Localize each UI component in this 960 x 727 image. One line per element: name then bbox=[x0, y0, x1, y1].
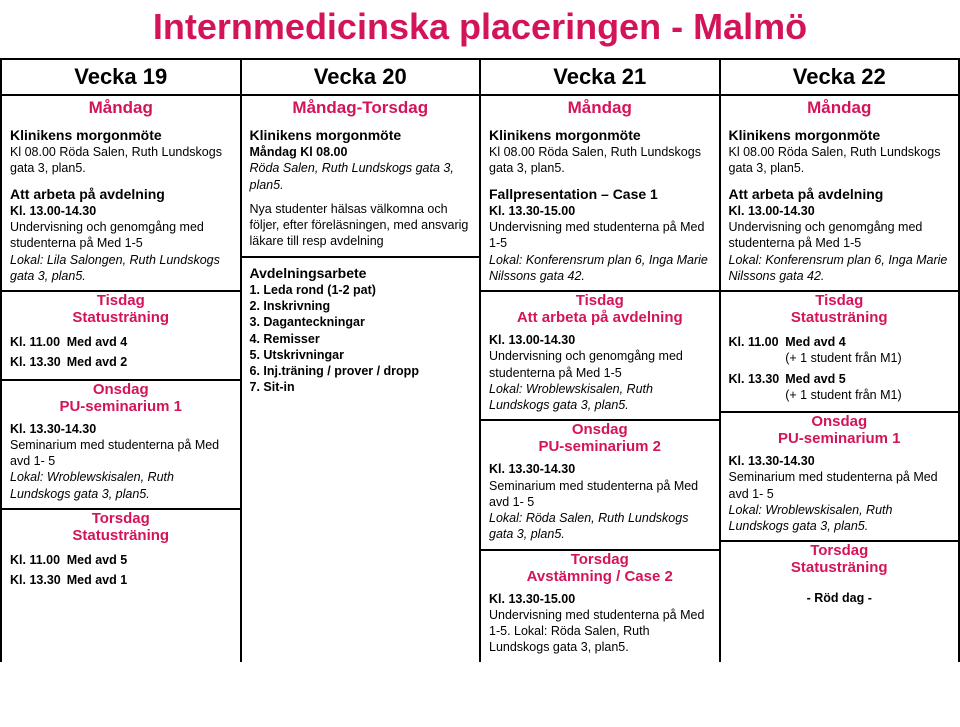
sem-text: Seminarium med studenterna på Med avd 1-… bbox=[489, 478, 711, 511]
sem-lokal: Lokal: Röda Salen, Ruth Lundskogs gata 3… bbox=[489, 510, 711, 543]
fall-text: Undervisning med studenterna på Med 1-5 bbox=[489, 219, 711, 252]
day-head: Måndag bbox=[481, 96, 719, 120]
day-head: Måndag bbox=[2, 96, 240, 120]
morgon-title: Klinikens morgonmöte bbox=[10, 126, 232, 144]
onsdag-sub: PU-seminarium 1 bbox=[721, 430, 959, 447]
morgon-title: Klinikens morgonmöte bbox=[729, 126, 951, 144]
week-head: Vecka 20 bbox=[242, 60, 480, 96]
onsdag-block: Kl. 13.30-14.30 Seminarium med studenter… bbox=[721, 447, 959, 540]
torsdag-head: Torsdag bbox=[2, 508, 240, 527]
onsdag-block: Kl. 13.30-14.30 Seminarium med studenter… bbox=[2, 415, 240, 508]
sem-lokal: Lokal: Wroblewskisalen, Ruth Lundskogs g… bbox=[10, 469, 232, 502]
und-text: Undervisning och genomgång med studenter… bbox=[489, 348, 711, 381]
torsdag-block: Kl. 11.00Med avd 5 Kl. 13.30Med avd 1 bbox=[2, 544, 240, 597]
morgon-text: Kl 08.00 Röda Salen, Ruth Lundskogs gata… bbox=[10, 144, 232, 177]
col-vecka-19: Vecka 19 Måndag Klinikens morgonmöte Kl … bbox=[2, 60, 242, 662]
tisdag-block: Kl. 11.00Med avd 4 Kl. 13.30Med avd 2 bbox=[2, 326, 240, 379]
nya-text: Nya studenter hälsas välkomna och följer… bbox=[250, 201, 472, 250]
red-day: - Röd dag - bbox=[721, 584, 959, 612]
onsdag-head: Onsdag bbox=[2, 379, 240, 398]
fall-title: Fallpresentation – Case 1 bbox=[489, 185, 711, 203]
day-head: Måndag bbox=[721, 96, 959, 120]
und-lokal: Lokal: Wroblewskisalen, Ruth Lundskogs g… bbox=[489, 381, 711, 414]
sem-time: Kl. 13.30-14.30 bbox=[489, 461, 711, 477]
tisdag-block: Kl. 11.00Med avd 4(+ 1 student från M1) … bbox=[721, 326, 959, 411]
torsdag-sub: Statusträning bbox=[721, 559, 959, 576]
week-head: Vecka 22 bbox=[721, 60, 959, 96]
torsdag-sub: Statusträning bbox=[2, 527, 240, 544]
col-vecka-22: Vecka 22 Måndag Klinikens morgonmöte Kl … bbox=[721, 60, 960, 662]
tisdag-sub: Att arbeta på avdelning bbox=[481, 309, 719, 326]
avdelning-block: Avdelningsarbete 1. Leda rond (1-2 pat) … bbox=[242, 256, 480, 402]
col-vecka-21: Vecka 21 Måndag Klinikens morgonmöte Kl … bbox=[481, 60, 721, 662]
morgon-title: Klinikens morgonmöte bbox=[489, 126, 711, 144]
monday-block: Klinikens morgonmöte Kl 08.00 Röda Salen… bbox=[481, 120, 719, 290]
onsdag-head: Onsdag bbox=[721, 411, 959, 430]
col-vecka-20: Vecka 20 Måndag-Torsdag Klinikens morgon… bbox=[242, 60, 482, 662]
week-head: Vecka 21 bbox=[481, 60, 719, 96]
tisdag-sub: Statusträning bbox=[721, 309, 959, 326]
sem-lokal: Lokal: Wroblewskisalen, Ruth Lundskogs g… bbox=[729, 502, 951, 535]
morgon-text: Kl 08.00 Röda Salen, Ruth Lundskogs gata… bbox=[489, 144, 711, 177]
morgon-title: Klinikens morgonmöte bbox=[250, 126, 472, 144]
tor-text: Undervisning med studenterna på Med 1-5.… bbox=[489, 607, 711, 656]
onsdag-sub: PU-seminarium 1 bbox=[2, 398, 240, 415]
monday-block: Klinikens morgonmöte Kl 08.00 Röda Salen… bbox=[2, 120, 240, 290]
sem-time: Kl. 13.30-14.30 bbox=[729, 453, 951, 469]
onsdag-block: Kl. 13.30-14.30 Seminarium med studenter… bbox=[481, 455, 719, 548]
onsdag-head: Onsdag bbox=[481, 419, 719, 438]
list-item: 1. Leda rond (1-2 pat) bbox=[250, 282, 472, 298]
arbeta-time: Kl. 13.00-14.30 bbox=[729, 203, 951, 219]
torsdag-sub: Avstämning / Case 2 bbox=[481, 568, 719, 585]
arbeta-lokal: Lokal: Lila Salongen, Ruth Lundskogs gat… bbox=[10, 252, 232, 285]
page-title: Internmedicinska placeringen - Malmö bbox=[0, 0, 960, 58]
tisdag-table: Kl. 11.00Med avd 4 Kl. 13.30Med avd 2 bbox=[10, 332, 133, 373]
tisdag-block: Kl. 13.00-14.30 Undervisning och genomgå… bbox=[481, 326, 719, 419]
morgon-lokal: Röda Salen, Ruth Lundskogs gata 3, plan5… bbox=[250, 160, 472, 193]
tisdag-sub: Statusträning bbox=[2, 309, 240, 326]
fall-time: Kl. 13.30-15.00 bbox=[489, 203, 711, 219]
sem-text: Seminarium med studenterna på Med avd 1-… bbox=[729, 469, 951, 502]
week-head: Vecka 19 bbox=[2, 60, 240, 96]
arbeta-title: Att arbeta på avdelning bbox=[10, 185, 232, 203]
arbeta-lokal: Lokal: Konferensrum plan 6, Inga Marie N… bbox=[729, 252, 951, 285]
torsdag-table: Kl. 11.00Med avd 5 Kl. 13.30Med avd 1 bbox=[10, 550, 133, 591]
list-item: 4. Remisser bbox=[250, 331, 472, 347]
arbeta-time: Kl. 13.00-14.30 bbox=[10, 203, 232, 219]
sem-text: Seminarium med studenterna på Med avd 1-… bbox=[10, 437, 232, 470]
day-head: Måndag-Torsdag bbox=[242, 96, 480, 120]
list-item: 2. Inskrivning bbox=[250, 298, 472, 314]
onsdag-sub: PU-seminarium 2 bbox=[481, 438, 719, 455]
arbeta-text: Undervisning och genomgång med studenter… bbox=[729, 219, 951, 252]
torsdag-head: Torsdag bbox=[721, 540, 959, 559]
morgon-text: Kl 08.00 Röda Salen, Ruth Lundskogs gata… bbox=[729, 144, 951, 177]
und-time: Kl. 13.00-14.30 bbox=[489, 332, 711, 348]
arbeta-title: Att arbeta på avdelning bbox=[729, 185, 951, 203]
tisdag-head: Tisdag bbox=[481, 290, 719, 309]
monday-block: Klinikens morgonmöte Kl 08.00 Röda Salen… bbox=[721, 120, 959, 290]
avd-title: Avdelningsarbete bbox=[250, 264, 472, 282]
tor-time: Kl. 13.30-15.00 bbox=[489, 591, 711, 607]
arbeta-text: Undervisning och genomgång med studenter… bbox=[10, 219, 232, 252]
monday-block: Klinikens morgonmöte Måndag Kl 08.00 Röd… bbox=[242, 120, 480, 256]
list-item: 5. Utskrivningar bbox=[250, 347, 472, 363]
morgon-time: Måndag Kl 08.00 bbox=[250, 144, 472, 160]
schedule-grid: Vecka 19 Måndag Klinikens morgonmöte Kl … bbox=[0, 58, 960, 662]
list-item: 3. Daganteckningar bbox=[250, 314, 472, 330]
list-item: 7. Sit-in bbox=[250, 379, 472, 395]
fall-lokal: Lokal: Konferensrum plan 6, Inga Marie N… bbox=[489, 252, 711, 285]
tisdag-head: Tisdag bbox=[2, 290, 240, 309]
sem-time: Kl. 13.30-14.30 bbox=[10, 421, 232, 437]
torsdag-block: Kl. 13.30-15.00 Undervisning med student… bbox=[481, 585, 719, 662]
tisdag-table: Kl. 11.00Med avd 4(+ 1 student från M1) … bbox=[729, 332, 908, 405]
list-item: 6. Inj.träning / prover / dropp bbox=[250, 363, 472, 379]
tisdag-head: Tisdag bbox=[721, 290, 959, 309]
torsdag-head: Torsdag bbox=[481, 549, 719, 568]
